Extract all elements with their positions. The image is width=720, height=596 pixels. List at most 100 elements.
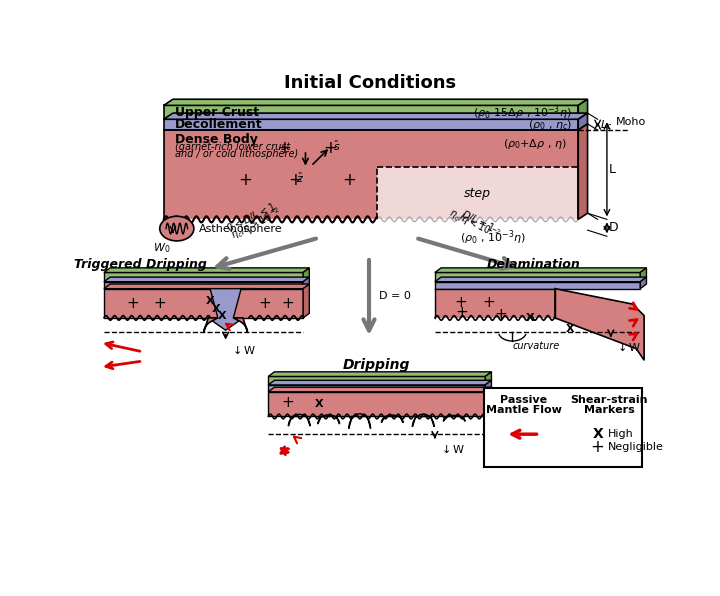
Text: X: X [217, 311, 226, 321]
Text: $D/L=1$: $D/L=1$ [459, 207, 496, 235]
Bar [163, 119, 578, 130]
Polygon shape [382, 415, 403, 423]
Text: $L_c$: $L_c$ [600, 118, 612, 132]
Text: $\downarrow$W: $\downarrow$W [438, 443, 465, 455]
Text: Decollement: Decollement [175, 118, 263, 131]
Polygon shape [269, 372, 492, 377]
Polygon shape [303, 284, 310, 318]
Text: Markers: Markers [584, 405, 634, 415]
Bar [163, 105, 578, 119]
Polygon shape [640, 277, 647, 288]
Bar [104, 288, 303, 318]
Text: ($\rho_0$ , $\eta_c$): ($\rho_0$ , $\eta_c$) [528, 117, 572, 132]
Polygon shape [435, 268, 647, 272]
Polygon shape [578, 113, 588, 130]
Text: $\downarrow$W: $\downarrow$W [615, 341, 641, 353]
Text: Dense Body: Dense Body [175, 133, 258, 146]
Text: +: + [282, 296, 294, 311]
Text: +: + [153, 296, 166, 311]
Text: X: X [206, 296, 215, 306]
Text: +: + [238, 171, 252, 189]
Polygon shape [104, 277, 310, 282]
Text: $\eta_c/\eta>10^{-2}$: $\eta_c/\eta>10^{-2}$ [228, 204, 285, 243]
Text: +: + [482, 295, 495, 310]
Text: +: + [126, 296, 139, 311]
Text: High: High [608, 429, 634, 439]
Text: ($\rho_0$-15$\Delta\rho$ , 10$^{-3}\eta$): ($\rho_0$-15$\Delta\rho$ , 10$^{-3}\eta$… [474, 103, 572, 122]
Polygon shape [269, 387, 492, 392]
Bar [269, 385, 485, 392]
Text: Upper Crust: Upper Crust [175, 106, 259, 119]
Text: ($\rho_0$ , 10$^{-3}\eta$): ($\rho_0$ , 10$^{-3}\eta$) [460, 228, 526, 247]
Text: $\eta_c/\eta<10^{-2}$: $\eta_c/\eta<10^{-2}$ [446, 204, 503, 243]
Polygon shape [444, 415, 465, 421]
Polygon shape [303, 277, 310, 288]
Text: X: X [566, 324, 575, 334]
Polygon shape [413, 414, 434, 427]
Text: Delamination: Delamination [487, 257, 580, 271]
Text: D = 0: D = 0 [379, 291, 411, 300]
Text: $0<D/L<1$: $0<D/L<1$ [224, 200, 278, 235]
Text: Negligible: Negligible [608, 442, 664, 452]
Text: +: + [456, 305, 469, 320]
Polygon shape [104, 284, 310, 288]
Text: $W_0$: $W_0$ [153, 241, 170, 254]
Polygon shape [163, 100, 588, 105]
Text: $\downarrow$W: $\downarrow$W [230, 344, 256, 356]
Bar [269, 377, 485, 385]
Text: Asthenosphere: Asthenosphere [199, 224, 282, 234]
Text: +: + [323, 139, 337, 157]
Polygon shape [640, 268, 647, 282]
Text: $\hat{s}$: $\hat{s}$ [333, 138, 340, 153]
Text: +: + [343, 171, 356, 189]
Text: X: X [593, 427, 603, 441]
Polygon shape [303, 268, 310, 282]
Text: Initial Conditions: Initial Conditions [284, 74, 456, 92]
Text: Shear-strain: Shear-strain [570, 395, 648, 405]
Text: ($\rho_0$+$\Delta\rho$ , $\eta$): ($\rho_0$+$\Delta\rho$ , $\eta$) [503, 137, 567, 151]
Polygon shape [269, 380, 492, 385]
Polygon shape [578, 100, 588, 119]
Text: X: X [526, 313, 534, 323]
Text: X: X [212, 304, 220, 313]
Text: Dripping: Dripping [343, 358, 410, 372]
Polygon shape [318, 415, 340, 424]
Polygon shape [555, 288, 644, 360]
Text: +: + [495, 308, 507, 322]
Text: +: + [289, 171, 302, 189]
Text: +: + [258, 296, 271, 311]
Text: D: D [609, 221, 619, 234]
Text: +: + [454, 295, 467, 310]
Text: +: + [282, 395, 294, 410]
Bar [435, 288, 555, 318]
Polygon shape [199, 288, 256, 330]
Polygon shape [289, 414, 310, 426]
Text: L: L [609, 163, 616, 176]
Text: +: + [276, 139, 291, 157]
Text: and / or cold lithosphere): and / or cold lithosphere) [175, 149, 299, 159]
Text: curvature: curvature [513, 341, 559, 350]
Bar [104, 282, 303, 288]
Text: Triggered Dripping: Triggered Dripping [74, 257, 207, 271]
Ellipse shape [160, 216, 194, 241]
Polygon shape [163, 113, 588, 119]
Bar [435, 282, 640, 288]
Polygon shape [485, 387, 492, 417]
Text: Mantle Flow: Mantle Flow [486, 405, 562, 415]
Text: $\hat{z}$: $\hat{z}$ [296, 171, 304, 185]
Polygon shape [485, 372, 492, 385]
Polygon shape [204, 318, 248, 332]
Bar [163, 130, 578, 219]
Text: Passive: Passive [500, 395, 548, 405]
Bar [269, 392, 485, 417]
Bar [377, 167, 578, 219]
Text: X: X [315, 399, 324, 409]
Polygon shape [435, 277, 647, 282]
Text: step: step [464, 187, 491, 200]
Polygon shape [104, 268, 310, 272]
Text: Moho: Moho [616, 117, 646, 127]
Polygon shape [578, 124, 588, 219]
Bar [484, 388, 642, 467]
Polygon shape [485, 380, 492, 392]
Text: (garnet-rich lower crust: (garnet-rich lower crust [175, 142, 290, 152]
